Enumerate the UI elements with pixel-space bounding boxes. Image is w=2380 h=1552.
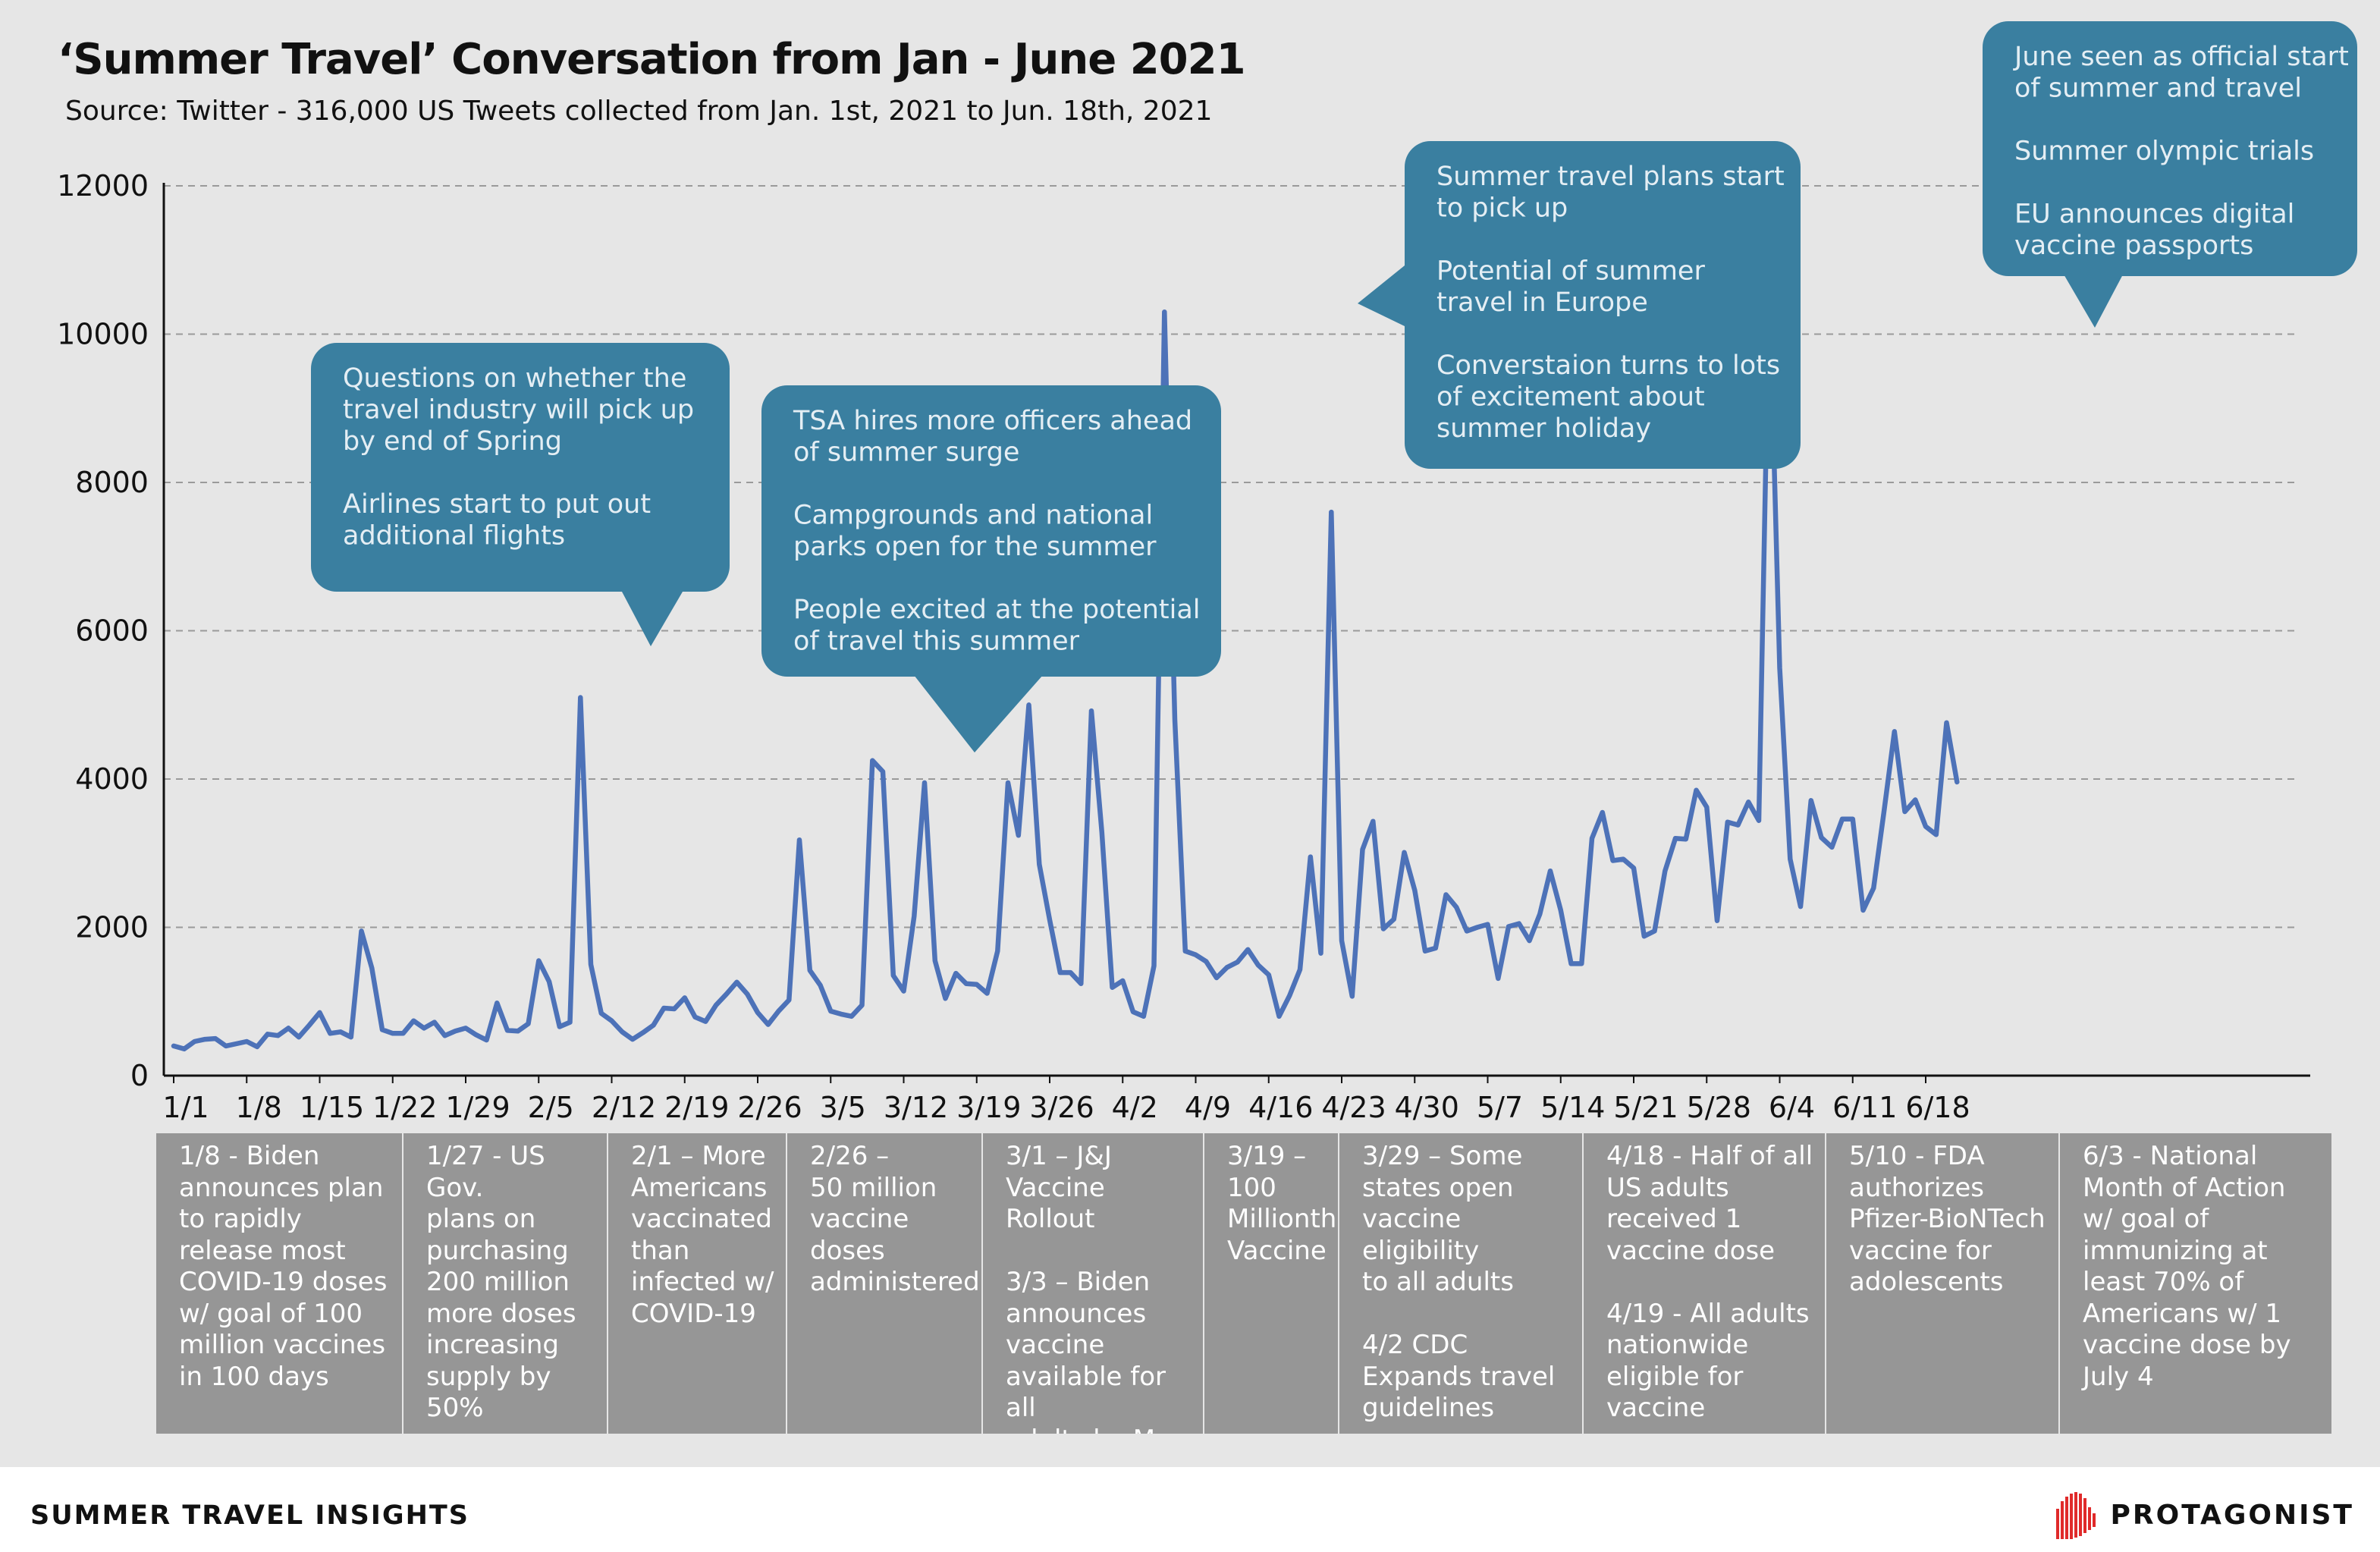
callout-line: of excitement about bbox=[1436, 382, 1705, 413]
y-tick-label: 2000 bbox=[75, 911, 149, 944]
timeline-cell: 4/18 - Half of all US adults received 1 … bbox=[1584, 1133, 1825, 1434]
x-tick-label: 1/8 bbox=[236, 1091, 282, 1124]
callout-line: June seen as official start bbox=[2013, 42, 2349, 72]
timeline-cell: 1/27 - US Gov. plans on purchasing 200 m… bbox=[403, 1133, 607, 1434]
x-tick-label: 4/9 bbox=[1185, 1091, 1231, 1124]
x-tick-label: 1/1 bbox=[162, 1091, 209, 1124]
y-tick-label: 12000 bbox=[57, 169, 149, 203]
x-tick-label: 6/11 bbox=[1832, 1091, 1897, 1124]
x-tick-label: 1/22 bbox=[372, 1091, 437, 1124]
callout-line: Airlines start to put out bbox=[343, 489, 651, 520]
callout-line: summer holiday bbox=[1436, 413, 1651, 444]
x-tick-label: 4/30 bbox=[1395, 1091, 1459, 1124]
timeline-cell: 2/1 – More Americans vaccinated than inf… bbox=[608, 1133, 786, 1434]
callout-line: additional flights bbox=[343, 521, 565, 551]
timeline-cell: 2/26 – 50 million vaccine doses administ… bbox=[787, 1133, 981, 1434]
callout-line: Summer olympic trials bbox=[2014, 137, 2314, 167]
callout-line: TSA hires more officers ahead bbox=[793, 406, 1192, 436]
x-tick-label: 2/19 bbox=[664, 1091, 729, 1124]
y-tick-label: 4000 bbox=[75, 762, 149, 796]
y-tick-labels: 0 2000 4000 6000 8000 10000 12000 bbox=[57, 169, 149, 1092]
x-tick-label: 3/5 bbox=[820, 1091, 866, 1124]
x-tick-label: 2/5 bbox=[528, 1091, 574, 1124]
y-tick-label: 8000 bbox=[75, 466, 149, 499]
x-tick-label: 5/14 bbox=[1540, 1091, 1605, 1124]
x-tick-label: 3/19 bbox=[956, 1091, 1021, 1124]
x-tick-label: 6/4 bbox=[1769, 1091, 1815, 1124]
x-tick-label: 5/28 bbox=[1687, 1091, 1751, 1124]
x-tick-label: 2/12 bbox=[592, 1091, 656, 1124]
footer-title: SUMMER TRAVEL INSIGHTS bbox=[30, 1500, 469, 1531]
chart-subtitle: Source: Twitter - 316,000 US Tweets coll… bbox=[65, 96, 1213, 127]
y-tick-label: 10000 bbox=[57, 318, 149, 351]
x-tick-label: 5/7 bbox=[1477, 1091, 1523, 1124]
x-tick-label: 6/18 bbox=[1905, 1091, 1970, 1124]
x-tick-label: 2/26 bbox=[737, 1091, 802, 1124]
x-tick-label: 4/2 bbox=[1112, 1091, 1158, 1124]
x-tick-label: 4/23 bbox=[1321, 1091, 1386, 1124]
timeline-cell: 3/19 – 100 Millionth Vaccine bbox=[1204, 1133, 1338, 1434]
x-tick-labels: 1/1 1/8 1/15 1/22 1/29 2/5 2/12 2/19 2/26 3/5 3/12… bbox=[162, 1091, 1970, 1124]
series bbox=[171, 279, 1960, 1052]
timeline-cell: 6/3 - National Month of Action w/ goal o… bbox=[2060, 1133, 2331, 1434]
callout-line: by end of Spring bbox=[343, 426, 562, 457]
profile-head-logo-icon bbox=[2055, 1492, 2096, 1539]
axes bbox=[162, 183, 2310, 1083]
x-tick-label: 1/29 bbox=[445, 1091, 510, 1124]
callout-line: Campgrounds and national bbox=[793, 501, 1153, 531]
brand-name: PROTAGONIST bbox=[2110, 1499, 2354, 1531]
y-tick-label: 0 bbox=[130, 1059, 149, 1092]
chart-title: ‘Summer Travel’ Conversation from Jan - … bbox=[58, 35, 1246, 84]
series-line bbox=[171, 279, 1960, 1052]
callout-line: vaccine passports bbox=[2014, 231, 2253, 261]
callout-line: Converstaion turns to lots bbox=[1436, 350, 1780, 381]
callout-line: travel industry will pick up bbox=[343, 395, 694, 426]
callout-line: travel in Europe bbox=[1436, 287, 1648, 318]
callout-line: Potential of summer bbox=[1436, 256, 1705, 287]
brand: PROTAGONIST bbox=[2052, 1488, 2355, 1541]
x-tick-label: 3/12 bbox=[884, 1091, 948, 1124]
x-tick-label: 3/26 bbox=[1029, 1091, 1094, 1124]
callout-line: to pick up bbox=[1436, 193, 1568, 224]
x-tick-label: 1/15 bbox=[300, 1091, 364, 1124]
timeline-cell: 5/10 - FDA authorizes Pfizer-BioNTech va… bbox=[1826, 1133, 2058, 1434]
callout-line: parks open for the summer bbox=[793, 532, 1157, 562]
x-tick-label: 5/21 bbox=[1613, 1091, 1678, 1124]
callout-line: People excited at the potential bbox=[793, 595, 1201, 625]
callout-line: of travel this summer bbox=[793, 627, 1080, 657]
timeline-cell: 1/8 - Biden announces plan to rapidly re… bbox=[156, 1133, 402, 1434]
callout-line: Questions on whether the bbox=[343, 363, 686, 394]
timeline-cell: 3/29 – Some states open vaccine eligibil… bbox=[1339, 1133, 1582, 1434]
callout-line: Summer travel plans start bbox=[1436, 162, 1785, 192]
y-tick-label: 6000 bbox=[75, 614, 149, 648]
x-tick-label: 4/16 bbox=[1248, 1091, 1313, 1124]
timeline-cell: 3/1 – J&J Vaccine Rollout 3/3 – Biden an… bbox=[983, 1133, 1203, 1434]
callout-line: of summer and travel bbox=[2014, 74, 2302, 104]
callout-line: EU announces digital bbox=[2014, 199, 2294, 230]
callout-line: of summer surge bbox=[793, 438, 1019, 468]
